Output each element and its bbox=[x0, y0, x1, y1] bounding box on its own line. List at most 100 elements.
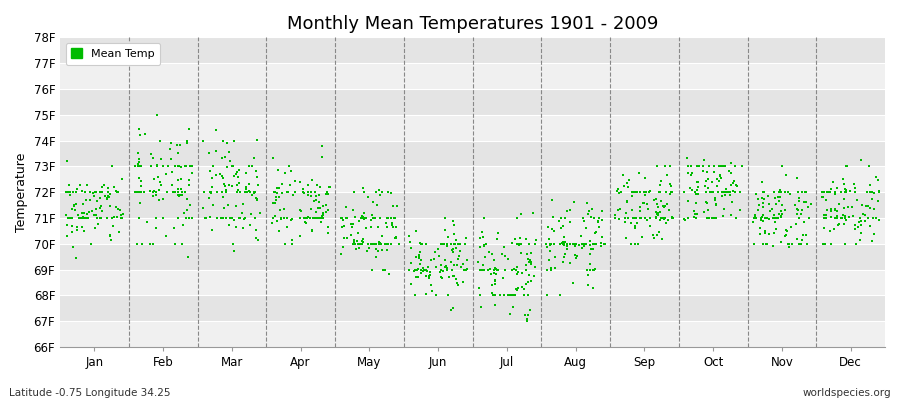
Point bbox=[87, 211, 102, 218]
Point bbox=[460, 266, 474, 272]
Point bbox=[569, 240, 583, 247]
Point bbox=[798, 199, 813, 206]
Point bbox=[459, 266, 473, 273]
Point bbox=[240, 189, 255, 195]
Point bbox=[701, 176, 716, 183]
Point bbox=[272, 228, 286, 234]
Point bbox=[699, 169, 714, 175]
Point bbox=[184, 163, 199, 170]
Point bbox=[277, 170, 292, 176]
Point bbox=[637, 189, 652, 195]
Point bbox=[688, 200, 703, 206]
Point bbox=[149, 163, 164, 170]
Point bbox=[133, 163, 148, 170]
Point bbox=[713, 173, 727, 180]
Point bbox=[514, 250, 528, 257]
Point bbox=[552, 218, 566, 224]
Point bbox=[403, 239, 418, 246]
Point bbox=[173, 142, 187, 148]
Point bbox=[203, 190, 218, 196]
Point bbox=[433, 269, 447, 276]
Point bbox=[701, 207, 716, 214]
Point bbox=[707, 163, 722, 170]
Point bbox=[794, 240, 808, 247]
Point bbox=[543, 242, 557, 248]
Point bbox=[392, 240, 406, 247]
Point bbox=[598, 240, 612, 247]
Point bbox=[320, 190, 335, 197]
Point bbox=[298, 215, 312, 221]
Point bbox=[822, 189, 836, 195]
Point bbox=[219, 215, 233, 221]
Point bbox=[104, 203, 118, 209]
Point bbox=[752, 202, 767, 208]
Point bbox=[213, 171, 228, 177]
Point bbox=[563, 207, 578, 213]
Point bbox=[871, 176, 886, 183]
Point bbox=[156, 196, 170, 202]
Point bbox=[640, 201, 654, 208]
Point bbox=[484, 289, 499, 296]
Point bbox=[724, 212, 738, 218]
Point bbox=[665, 189, 680, 195]
Point bbox=[724, 170, 738, 176]
Point bbox=[68, 207, 83, 213]
Point bbox=[713, 172, 727, 178]
Point bbox=[137, 189, 151, 195]
Point bbox=[778, 189, 792, 195]
Point bbox=[453, 248, 467, 254]
Point bbox=[175, 192, 189, 198]
Point bbox=[440, 234, 454, 240]
Point bbox=[630, 219, 644, 226]
Point bbox=[277, 215, 292, 221]
Point bbox=[384, 240, 399, 247]
Point bbox=[817, 215, 832, 221]
Point bbox=[579, 240, 593, 247]
Point bbox=[183, 177, 197, 183]
Point bbox=[562, 260, 577, 266]
Point bbox=[159, 233, 174, 239]
Point bbox=[627, 215, 642, 221]
Point bbox=[293, 232, 308, 239]
Point bbox=[409, 254, 423, 261]
Point bbox=[515, 270, 529, 276]
Point bbox=[824, 205, 838, 212]
Point bbox=[501, 256, 516, 263]
Point bbox=[487, 266, 501, 273]
Point bbox=[652, 189, 667, 195]
Point bbox=[862, 181, 877, 188]
Point bbox=[774, 189, 788, 195]
Point bbox=[76, 201, 90, 207]
Point bbox=[286, 192, 301, 198]
Point bbox=[756, 240, 770, 247]
Point bbox=[322, 184, 337, 190]
Point bbox=[627, 222, 642, 229]
Bar bbox=[60, 115, 885, 140]
Point bbox=[616, 172, 630, 178]
Point bbox=[825, 179, 840, 186]
Point bbox=[642, 189, 656, 195]
Point bbox=[196, 205, 211, 211]
Point bbox=[284, 168, 298, 174]
Point bbox=[152, 187, 166, 193]
Point bbox=[514, 240, 528, 247]
Bar bbox=[60, 63, 885, 89]
Point bbox=[580, 266, 594, 273]
Point bbox=[377, 266, 392, 273]
Point bbox=[61, 182, 76, 189]
Point bbox=[99, 196, 113, 202]
Point bbox=[642, 189, 656, 195]
Point bbox=[424, 282, 438, 288]
Point bbox=[758, 214, 772, 221]
Point bbox=[298, 219, 312, 226]
Point bbox=[521, 292, 535, 298]
Point bbox=[558, 251, 572, 257]
Point bbox=[166, 225, 181, 232]
Point bbox=[859, 212, 873, 218]
Point bbox=[709, 176, 724, 182]
Point bbox=[389, 224, 403, 230]
Point bbox=[302, 214, 316, 220]
Point bbox=[87, 193, 102, 200]
Point bbox=[823, 228, 837, 234]
Point bbox=[483, 266, 498, 273]
